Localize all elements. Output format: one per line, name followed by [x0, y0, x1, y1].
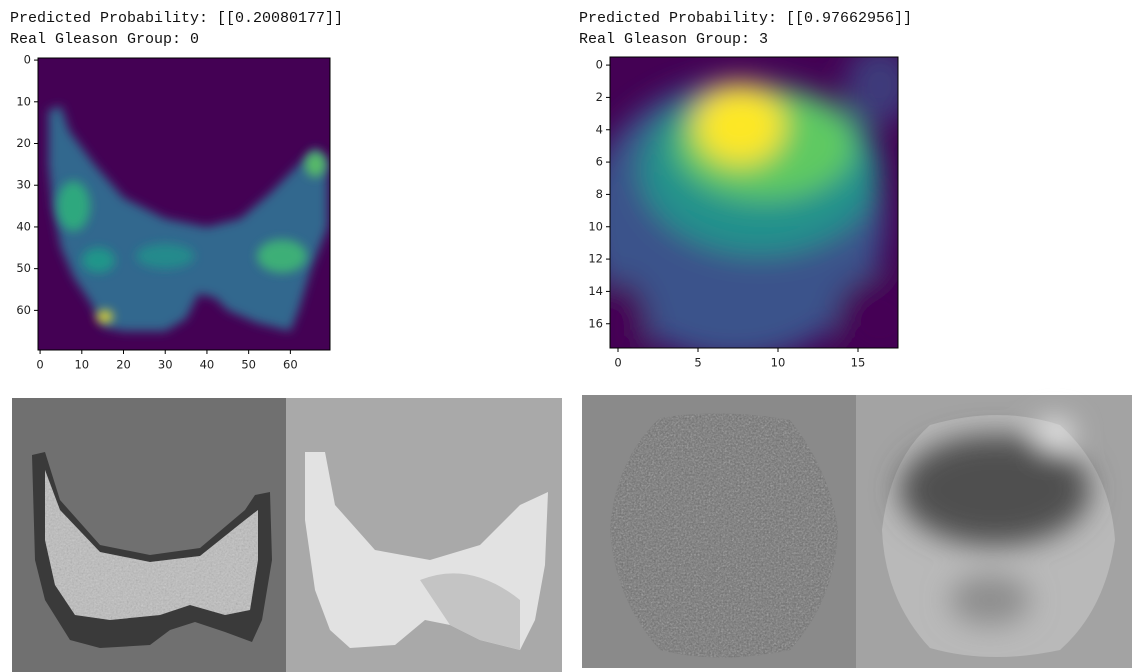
mri-dark-region: [950, 575, 1030, 625]
heatmap-image: [610, 57, 898, 348]
mri-bright-region: [1037, 420, 1073, 450]
heat-region: [835, 275, 898, 348]
tissue: [48, 105, 328, 332]
y-tick-label: 16: [588, 316, 603, 330]
hot-spot: [304, 151, 326, 177]
hot-spot: [96, 310, 114, 323]
x-tick-label: 0: [614, 356, 621, 370]
x-tick-label: 20: [116, 358, 131, 372]
heat-region: [695, 85, 785, 165]
hot-spot: [136, 243, 195, 269]
mri-texture: [610, 413, 838, 658]
mri-tissue: [420, 573, 520, 650]
x-tick-label: 30: [158, 358, 173, 372]
y-tick-label: 50: [16, 261, 31, 275]
x-tick-label: 40: [200, 358, 215, 372]
heat-region: [610, 280, 650, 348]
title-line: Predicted Probability: [[0.20080177]]: [10, 10, 343, 27]
y-tick-label: 0: [596, 58, 603, 72]
y-tick-label: 40: [16, 219, 31, 233]
hot-spot: [56, 181, 91, 232]
mri-dark-region: [900, 435, 1090, 545]
y-tick-label: 4: [596, 122, 603, 136]
heatmap-image: [38, 58, 330, 350]
y-tick-label: 2: [596, 90, 603, 104]
y-tick-label: 20: [16, 136, 31, 150]
y-tick-label: 10: [588, 219, 603, 233]
title-line: Predicted Probability: [[0.97662956]]: [579, 10, 912, 27]
title-line: Real Gleason Group: 3: [579, 31, 768, 48]
x-tick-label: 10: [74, 358, 89, 372]
heat-region: [845, 57, 898, 125]
x-tick-label: 10: [771, 356, 786, 370]
x-tick-label: 60: [283, 358, 298, 372]
y-tick-label: 10: [16, 94, 31, 108]
x-tick-label: 15: [851, 356, 866, 370]
axes-frame: [609, 56, 899, 349]
x-tick-label: 0: [36, 358, 43, 372]
x-tick-label: 50: [241, 358, 256, 372]
tissue-map: [48, 105, 328, 332]
y-tick-label: 30: [16, 178, 31, 192]
y-tick-label: 60: [16, 303, 31, 317]
y-tick-label: 0: [24, 53, 31, 67]
x-tick-label: 5: [694, 356, 701, 370]
y-tick-label: 12: [588, 252, 603, 266]
y-tick-label: 6: [596, 155, 603, 169]
axes-frame: [37, 57, 331, 351]
mri-texture: [45, 470, 258, 620]
y-tick-label: 14: [588, 284, 603, 298]
title-line: Real Gleason Group: 0: [10, 31, 199, 48]
hot-spot: [256, 239, 308, 273]
y-tick-label: 8: [596, 187, 603, 201]
hot-spot: [81, 247, 116, 273]
